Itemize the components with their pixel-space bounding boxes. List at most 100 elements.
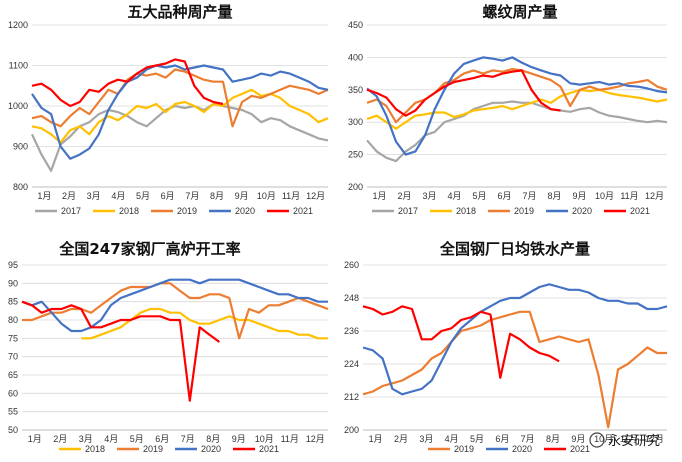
x-tick-label: 3月: [419, 434, 433, 444]
series-line-2020: [21, 278, 328, 333]
x-tick-label: 6月: [161, 191, 175, 201]
x-tick-label: 11月: [620, 434, 638, 444]
legend-label-2020: 2020: [572, 206, 592, 216]
x-tick-label: 9月: [572, 191, 586, 201]
y-tick-label: 55: [8, 407, 18, 417]
y-tick-label: 95: [8, 260, 18, 270]
legend-label-2021: 2021: [293, 206, 313, 216]
x-tick-label: 5月: [472, 191, 486, 201]
x-tick-label: 2月: [53, 434, 67, 444]
chart-title-hot-metal: 全国钢厂日均铁水产量: [439, 240, 590, 258]
watermark-text: 永安研究: [608, 434, 660, 449]
y-tick-label: 450: [348, 20, 363, 30]
x-tick-label: 8月: [547, 191, 561, 201]
x-tick-label: 1月: [37, 191, 51, 201]
y-tick-label: 400: [348, 52, 363, 62]
x-tick-label: 3月: [79, 434, 93, 444]
y-tick-label: 85: [8, 297, 18, 307]
y-tick-label: 260: [344, 260, 359, 270]
legend-label-2017: 2017: [398, 206, 418, 216]
x-tick-label: 9月: [571, 434, 585, 444]
series-line-2019: [362, 310, 667, 429]
chart-five-products: 800 900 1000 1100 1200 1月 2月 3月 4月 5月 6月 7月 8月 9月 10月 1…: [8, 20, 329, 216]
legend-label-2019: 2019: [143, 444, 163, 454]
x-tick-label: 5月: [136, 191, 150, 201]
x-tick-label: 2月: [394, 434, 408, 444]
x-tick-label: 6月: [155, 434, 169, 444]
chart-title-blast-furnace: 全国247家钢厂高炉开工率: [58, 240, 240, 258]
watermark: 永安研究: [589, 432, 660, 449]
x-tick-label: 10月: [257, 191, 276, 201]
legend-label-2017: 2017: [61, 206, 81, 216]
x-tick-label: 4月: [445, 434, 459, 444]
y-tick-label: 224: [344, 359, 359, 369]
x-tick-label: 12月: [645, 191, 664, 201]
y-tick-label: 300: [348, 117, 363, 127]
y-tick-label: 200: [344, 425, 359, 435]
x-tick-label: 8月: [210, 191, 224, 201]
x-tick-label: 1月: [372, 191, 386, 201]
x-tick-label: 4月: [447, 191, 461, 201]
x-tick-label: 10月: [595, 191, 614, 201]
y-tick-label: 75: [8, 333, 18, 343]
series-line-2021: [366, 69, 561, 117]
y-tick-label: 70: [8, 352, 18, 362]
y-tick-label: 248: [344, 293, 359, 303]
y-tick-label: 350: [348, 85, 363, 95]
x-tick-label: 7月: [185, 191, 199, 201]
y-tick-label: 65: [8, 370, 18, 380]
legend-label-2019: 2019: [177, 206, 197, 216]
x-tick-label: 12月: [306, 191, 325, 201]
x-tick-label: 3月: [422, 191, 436, 201]
legend-label-2021: 2021: [630, 206, 650, 216]
wechat-icon: [589, 432, 605, 448]
chart-title-five-products: 五大品种周产量: [127, 3, 232, 21]
legend-label-2021: 2021: [259, 444, 279, 454]
legend-label-2020: 2020: [201, 444, 221, 454]
y-tick-label: 236: [344, 326, 359, 336]
x-tick-label: 3月: [87, 191, 101, 201]
x-tick-label: 11月: [620, 191, 638, 201]
y-tick-label: 1000: [8, 101, 28, 111]
x-tick-label: 1月: [369, 434, 383, 444]
series-line-2020: [362, 283, 668, 396]
x-tick-label: 5月: [130, 434, 144, 444]
legend-label-2020: 2020: [235, 206, 255, 216]
x-tick-label: 7月: [181, 434, 195, 444]
x-tick-label: 8月: [206, 434, 220, 444]
chart-rebar: 200 250 300 350 400 450 1月 2月 3月 4月 5月 6月 7月 8月 9月 10月 1…: [348, 20, 668, 216]
x-tick-label: 6月: [495, 434, 509, 444]
y-tick-label: 250: [348, 150, 363, 160]
y-tick-label: 212: [344, 392, 359, 402]
series-line-2020: [31, 64, 329, 160]
y-tick-label: 200: [348, 182, 363, 192]
x-tick-label: 4月: [104, 434, 118, 444]
series-line-2019: [366, 68, 668, 124]
series-line-2019: [22, 282, 329, 340]
x-tick-label: 12月: [306, 434, 325, 444]
legend-label-2021: 2021: [570, 444, 590, 454]
legend-label-2020: 2020: [512, 444, 532, 454]
x-tick-label: 5月: [470, 434, 484, 444]
y-tick-label: 800: [13, 182, 28, 192]
series-line-2017: [31, 102, 329, 172]
x-tick-label: 2月: [397, 191, 411, 201]
legend-label-2018: 2018: [119, 206, 139, 216]
x-tick-label: 11月: [282, 191, 300, 201]
x-tick-label: 1月: [28, 434, 42, 444]
x-tick-label: 8月: [546, 434, 560, 444]
legend-label-2019: 2019: [514, 206, 534, 216]
y-tick-label: 60: [8, 388, 18, 398]
legend-label-2018: 2018: [85, 444, 105, 454]
x-tick-label: 11月: [281, 434, 299, 444]
series-line-2021: [362, 305, 560, 379]
y-tick-label: 1100: [9, 61, 28, 71]
y-tick-label: 900: [13, 142, 28, 152]
chart-blast-furnace: 50 55 60 65 70 75 80 85 90 95 1月 2月 3月 4月 5月 6月 7月 8月 9月 10…: [8, 260, 329, 454]
series-line-2017: [366, 100, 668, 163]
series-line-2018: [366, 88, 668, 130]
chart-title-rebar: 螺纹周产量: [482, 3, 557, 21]
y-tick-label: 80: [8, 315, 18, 325]
